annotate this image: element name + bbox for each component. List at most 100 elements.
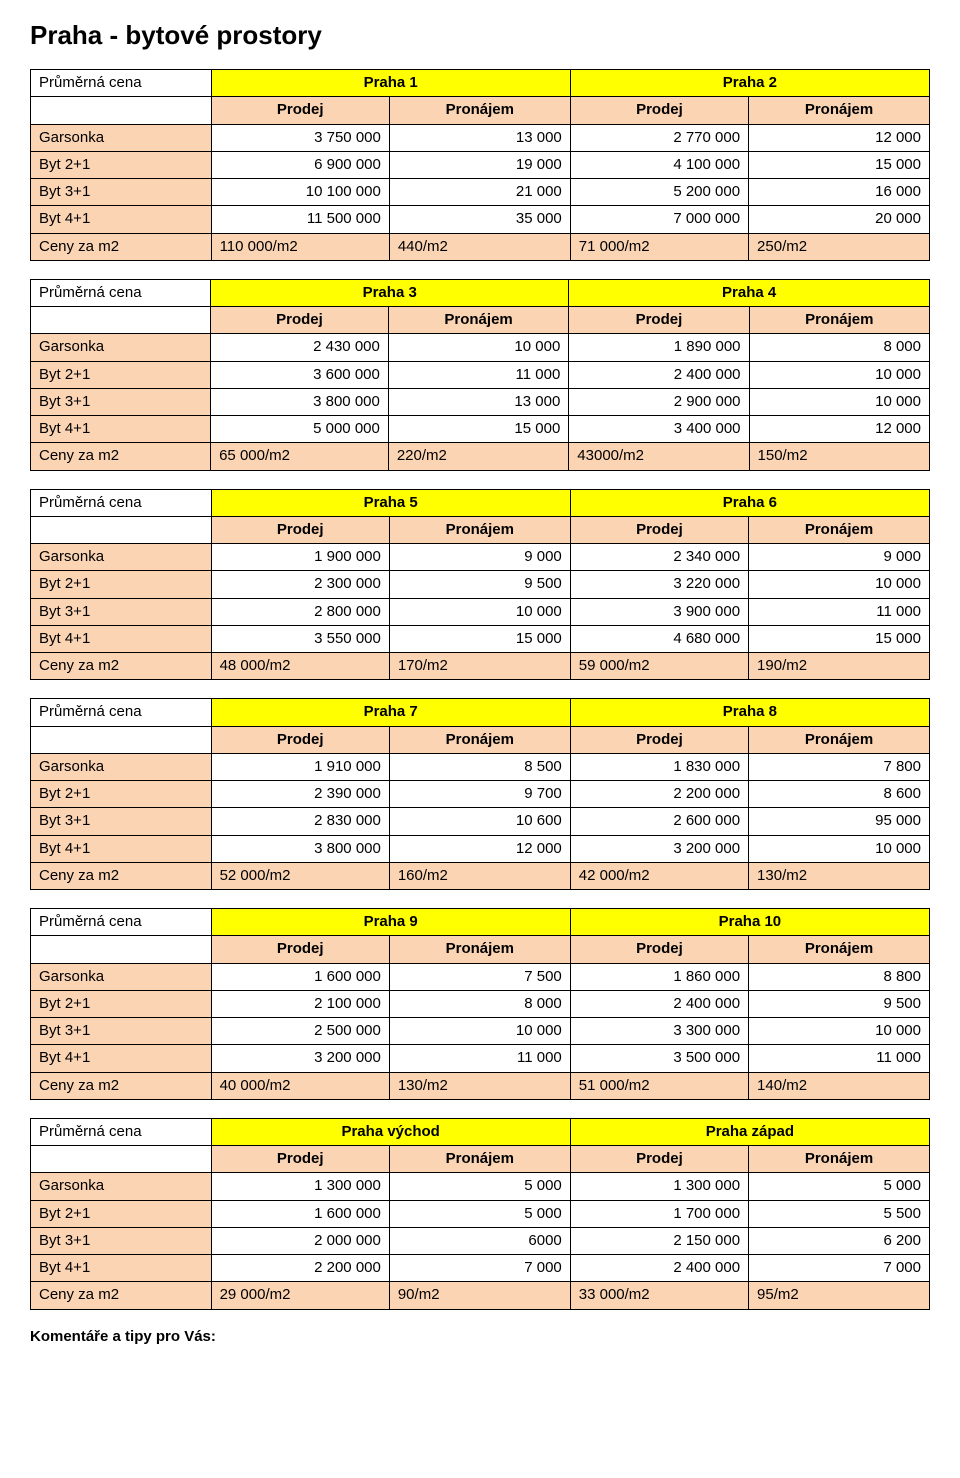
summary-cell: 190/m2 [749, 653, 930, 680]
price-cell: 10 000 [749, 361, 929, 388]
row-label: Garsonka [31, 1173, 212, 1200]
price-cell: 11 000 [749, 1045, 930, 1072]
price-table: Průměrná cenaPraha 5Praha 6ProdejPronáje… [30, 489, 930, 681]
blank-cell [31, 97, 212, 124]
row-label: Byt 4+1 [31, 1045, 212, 1072]
price-cell: 1 600 000 [211, 963, 389, 990]
subheader: Prodej [569, 307, 749, 334]
price-cell: 4 100 000 [570, 151, 748, 178]
summary-cell: 51 000/m2 [570, 1072, 748, 1099]
price-cell: 9 700 [389, 781, 570, 808]
summary-cell: 140/m2 [749, 1072, 930, 1099]
price-cell: 2 200 000 [570, 781, 748, 808]
price-cell: 3 400 000 [569, 416, 749, 443]
price-cell: 10 000 [389, 598, 570, 625]
avg-price-label: Průměrná cena [31, 699, 212, 726]
price-table: Průměrná cenaPraha 3Praha 4ProdejPronáje… [30, 279, 930, 471]
price-cell: 10 000 [389, 1018, 570, 1045]
price-cell: 3 500 000 [570, 1045, 748, 1072]
row-label: Byt 4+1 [31, 206, 212, 233]
price-cell: 3 300 000 [570, 1018, 748, 1045]
region-header: Praha 5 [211, 489, 570, 516]
price-table: Průměrná cenaPraha východPraha západProd… [30, 1118, 930, 1310]
price-cell: 11 000 [389, 1045, 570, 1072]
avg-price-label: Průměrná cena [31, 909, 212, 936]
summary-cell: 170/m2 [389, 653, 570, 680]
blank-cell [31, 726, 212, 753]
tables-container: Průměrná cenaPraha 1Praha 2ProdejPronáje… [30, 69, 930, 1310]
price-cell: 9 500 [389, 571, 570, 598]
price-table: Průměrná cenaPraha 9Praha 10ProdejPronáj… [30, 908, 930, 1100]
summary-cell: 71 000/m2 [570, 233, 748, 260]
price-cell: 10 000 [749, 571, 930, 598]
subheader: Pronájem [389, 936, 570, 963]
price-cell: 5 200 000 [570, 179, 748, 206]
row-label: Byt 3+1 [31, 179, 212, 206]
avg-price-label: Průměrná cena [31, 70, 212, 97]
avg-price-label: Průměrná cena [31, 279, 211, 306]
price-cell: 1 300 000 [570, 1173, 748, 1200]
price-cell: 16 000 [749, 179, 930, 206]
price-cell: 3 800 000 [211, 388, 389, 415]
avg-price-label: Průměrná cena [31, 1118, 212, 1145]
price-cell: 2 830 000 [211, 808, 389, 835]
price-cell: 8 500 [389, 753, 570, 780]
summary-cell: 110 000/m2 [211, 233, 389, 260]
price-cell: 2 900 000 [569, 388, 749, 415]
region-header: Praha východ [211, 1118, 570, 1145]
subheader: Prodej [211, 726, 389, 753]
subheader: Pronájem [389, 97, 570, 124]
summary-cell: 65 000/m2 [211, 443, 389, 470]
region-header: Praha 3 [211, 279, 569, 306]
region-header: Praha 9 [211, 909, 570, 936]
price-cell: 3 200 000 [211, 1045, 389, 1072]
row-label: Byt 2+1 [31, 990, 212, 1017]
row-label: Byt 2+1 [31, 781, 212, 808]
row-label: Byt 2+1 [31, 361, 211, 388]
subheader: Prodej [570, 936, 748, 963]
price-cell: 95 000 [749, 808, 930, 835]
price-cell: 2 150 000 [570, 1227, 748, 1254]
subheader: Pronájem [749, 726, 930, 753]
price-cell: 3 220 000 [570, 571, 748, 598]
price-cell: 9 500 [749, 990, 930, 1017]
summary-cell: 440/m2 [389, 233, 570, 260]
blank-cell [31, 936, 212, 963]
subheader: Pronájem [749, 936, 930, 963]
subheader: Pronájem [389, 1146, 570, 1173]
row-label: Byt 2+1 [31, 1200, 212, 1227]
price-cell: 6 200 [749, 1227, 930, 1254]
price-cell: 3 900 000 [570, 598, 748, 625]
page-title: Praha - bytové prostory [30, 20, 930, 51]
price-cell: 7 000 [749, 1255, 930, 1282]
row-label: Byt 4+1 [31, 416, 211, 443]
region-header: Praha 4 [569, 279, 930, 306]
summary-cell: 150/m2 [749, 443, 929, 470]
summary-label: Ceny za m2 [31, 233, 212, 260]
price-cell: 11 000 [749, 598, 930, 625]
summary-cell: 130/m2 [749, 862, 930, 889]
subheader: Prodej [211, 1146, 389, 1173]
price-cell: 12 000 [389, 835, 570, 862]
summary-cell: 130/m2 [389, 1072, 570, 1099]
price-cell: 2 390 000 [211, 781, 389, 808]
price-cell: 9 000 [749, 544, 930, 571]
row-label: Byt 3+1 [31, 598, 212, 625]
summary-label: Ceny za m2 [31, 862, 212, 889]
price-cell: 5 000 [389, 1200, 570, 1227]
subheader: Prodej [211, 97, 389, 124]
summary-cell: 40 000/m2 [211, 1072, 389, 1099]
subheader: Pronájem [749, 516, 930, 543]
price-cell: 10 100 000 [211, 179, 389, 206]
price-cell: 1 900 000 [211, 544, 389, 571]
price-cell: 10 000 [749, 835, 930, 862]
subheader: Pronájem [389, 516, 570, 543]
price-cell: 3 550 000 [211, 625, 389, 652]
row-label: Garsonka [31, 334, 211, 361]
price-cell: 2 200 000 [211, 1255, 389, 1282]
price-cell: 5 000 [749, 1173, 930, 1200]
price-cell: 15 000 [389, 625, 570, 652]
summary-cell: 95/m2 [749, 1282, 930, 1309]
row-label: Garsonka [31, 753, 212, 780]
price-cell: 2 000 000 [211, 1227, 389, 1254]
